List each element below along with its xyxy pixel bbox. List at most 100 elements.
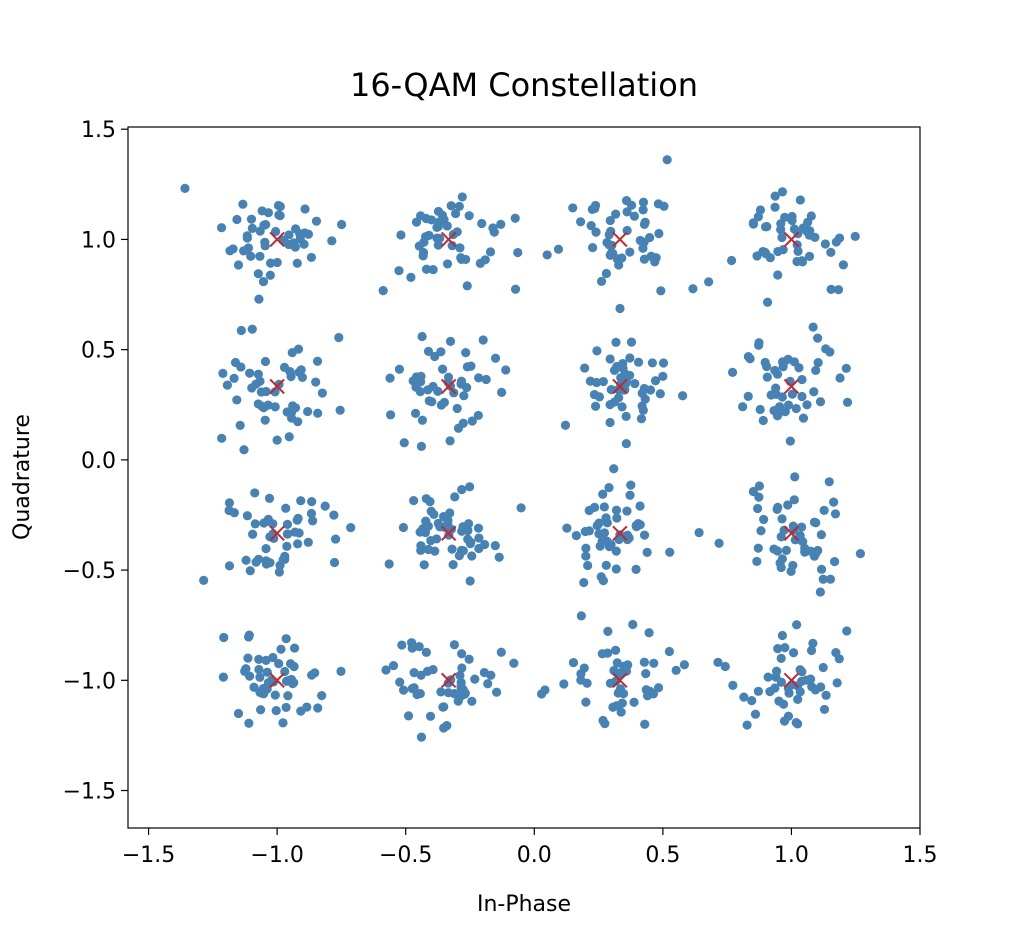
data-point	[446, 201, 456, 211]
y-tick-label: −1.5	[63, 780, 116, 805]
data-point	[797, 374, 807, 385]
data-point	[247, 383, 257, 393]
data-point	[625, 490, 635, 500]
data-point	[818, 662, 828, 673]
data-point	[450, 492, 460, 502]
data-point	[247, 223, 257, 233]
data-point	[622, 207, 632, 217]
ideal-point-marker	[440, 378, 457, 395]
data-point	[647, 358, 657, 368]
data-point	[217, 433, 227, 443]
data-point	[445, 336, 456, 346]
data-point	[489, 227, 499, 237]
data-point	[821, 690, 831, 700]
data-point	[307, 670, 317, 680]
data-point	[829, 556, 840, 567]
data-point	[753, 686, 764, 696]
data-point	[753, 503, 763, 514]
data-point	[810, 685, 821, 695]
data-point	[780, 212, 790, 222]
data-point	[388, 660, 399, 671]
data-point	[626, 337, 637, 347]
data-point	[579, 663, 589, 673]
data-point	[588, 242, 598, 253]
data-point	[180, 183, 190, 193]
data-point	[467, 416, 477, 426]
data-point	[254, 654, 264, 664]
data-point	[293, 417, 303, 427]
data-point	[614, 393, 624, 403]
data-point	[629, 697, 639, 707]
data-point	[245, 671, 255, 681]
data-point	[456, 376, 467, 386]
data-point	[553, 244, 564, 254]
data-point	[754, 340, 764, 350]
data-point	[658, 371, 668, 381]
data-point	[250, 488, 260, 498]
data-point	[589, 389, 600, 400]
x-tick-label: 1.0	[774, 843, 809, 868]
data-point	[599, 502, 609, 512]
data-point	[290, 403, 301, 413]
data-point	[762, 297, 773, 307]
data-point	[455, 243, 465, 253]
data-point	[659, 201, 669, 211]
data-point	[406, 272, 416, 282]
data-point	[398, 685, 409, 695]
data-point	[283, 691, 293, 701]
data-point	[568, 657, 579, 668]
data-point	[650, 376, 661, 386]
data-point	[583, 560, 593, 571]
data-point	[297, 372, 308, 382]
data-point	[199, 575, 209, 585]
data-point	[433, 386, 443, 396]
data-point	[813, 333, 823, 343]
data-point	[385, 410, 396, 420]
data-point	[329, 557, 340, 568]
data-point	[617, 698, 627, 708]
data-point	[789, 495, 799, 505]
data-point	[443, 515, 453, 525]
data-point	[617, 402, 627, 412]
data-point	[335, 405, 345, 415]
data-point	[303, 406, 313, 417]
data-point	[381, 665, 391, 675]
data-point	[292, 258, 302, 268]
data-point	[777, 630, 788, 641]
data-point	[762, 361, 772, 372]
data-point	[598, 575, 608, 586]
data-point	[720, 661, 730, 672]
data-point	[603, 626, 613, 636]
data-point	[474, 533, 484, 543]
ideal-point-marker	[783, 525, 800, 541]
data-point	[842, 626, 852, 636]
data-point	[616, 707, 626, 717]
data-point	[811, 365, 821, 376]
data-point	[621, 438, 631, 449]
data-point	[628, 619, 638, 630]
data-point	[478, 335, 488, 345]
data-point	[598, 489, 608, 499]
data-point	[445, 381, 456, 391]
data-point	[633, 357, 644, 367]
data-point	[423, 385, 433, 395]
data-point	[462, 362, 473, 372]
data-point	[311, 377, 321, 387]
data-point	[308, 516, 318, 526]
y-tick-label: 0.0	[81, 449, 116, 474]
data-point	[599, 528, 610, 538]
data-point	[743, 351, 753, 362]
data-point	[739, 692, 749, 702]
data-point	[416, 371, 426, 382]
data-point	[601, 513, 611, 523]
data-point	[616, 373, 626, 383]
data-point	[281, 503, 291, 513]
data-point	[579, 577, 589, 588]
data-point	[426, 536, 436, 546]
x-tick-label: 1.5	[903, 843, 938, 868]
data-point	[562, 523, 572, 533]
y-tick-label: 0.5	[81, 339, 116, 364]
data-point	[296, 365, 306, 375]
data-point	[447, 241, 457, 251]
data-point	[445, 508, 455, 518]
